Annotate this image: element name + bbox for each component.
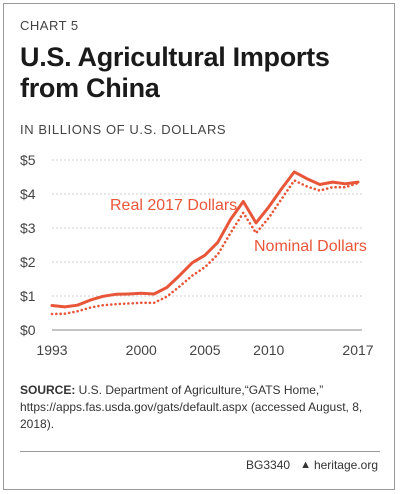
chart-frame [3, 3, 395, 490]
line-chart: $0 $1 $2 $3 $4 $5 1993 2000 2005 2010 2017 Real 201… [20, 152, 374, 358]
chart-title: U.S. Agricultural Imports from China [20, 42, 330, 103]
y-tick-label: $1 [20, 288, 36, 304]
x-tick-label: 2017 [342, 342, 373, 358]
source-text: U.S. Department of Agriculture,“GATS Hom… [20, 383, 363, 431]
y-tick-label: $3 [20, 220, 36, 236]
y-tick-label: $5 [20, 152, 36, 168]
series-label-real: Real 2017 Dollars [110, 197, 237, 214]
y-tick-label: $0 [20, 322, 36, 338]
series-label-nominal: Nominal Dollars [254, 238, 367, 255]
liberty-bell-icon: ▲ [300, 459, 311, 471]
site-credit: ▲ heritage.org [300, 458, 378, 472]
site-name[interactable]: heritage.org [313, 458, 378, 472]
x-tick-label: 2000 [126, 342, 157, 358]
source-note: SOURCE: U.S. Department of Agriculture,“… [20, 382, 380, 433]
source-label: SOURCE: [20, 383, 76, 397]
series-line-real [50, 170, 360, 309]
chart-number: CHART 5 [20, 18, 79, 33]
x-tick-label: 2010 [253, 342, 284, 358]
x-tick-label: 2005 [189, 342, 220, 358]
x-tick-label: 1993 [36, 342, 67, 358]
footer: BG3340 ▲ heritage.org [246, 458, 378, 472]
units-label: IN BILLIONS OF U.S. DOLLARS [20, 122, 227, 137]
y-tick-label: $4 [20, 186, 36, 202]
series-line-nominal [50, 179, 360, 316]
footer-divider [20, 451, 380, 452]
report-code: BG3340 [246, 458, 291, 472]
y-tick-label: $2 [20, 254, 36, 270]
